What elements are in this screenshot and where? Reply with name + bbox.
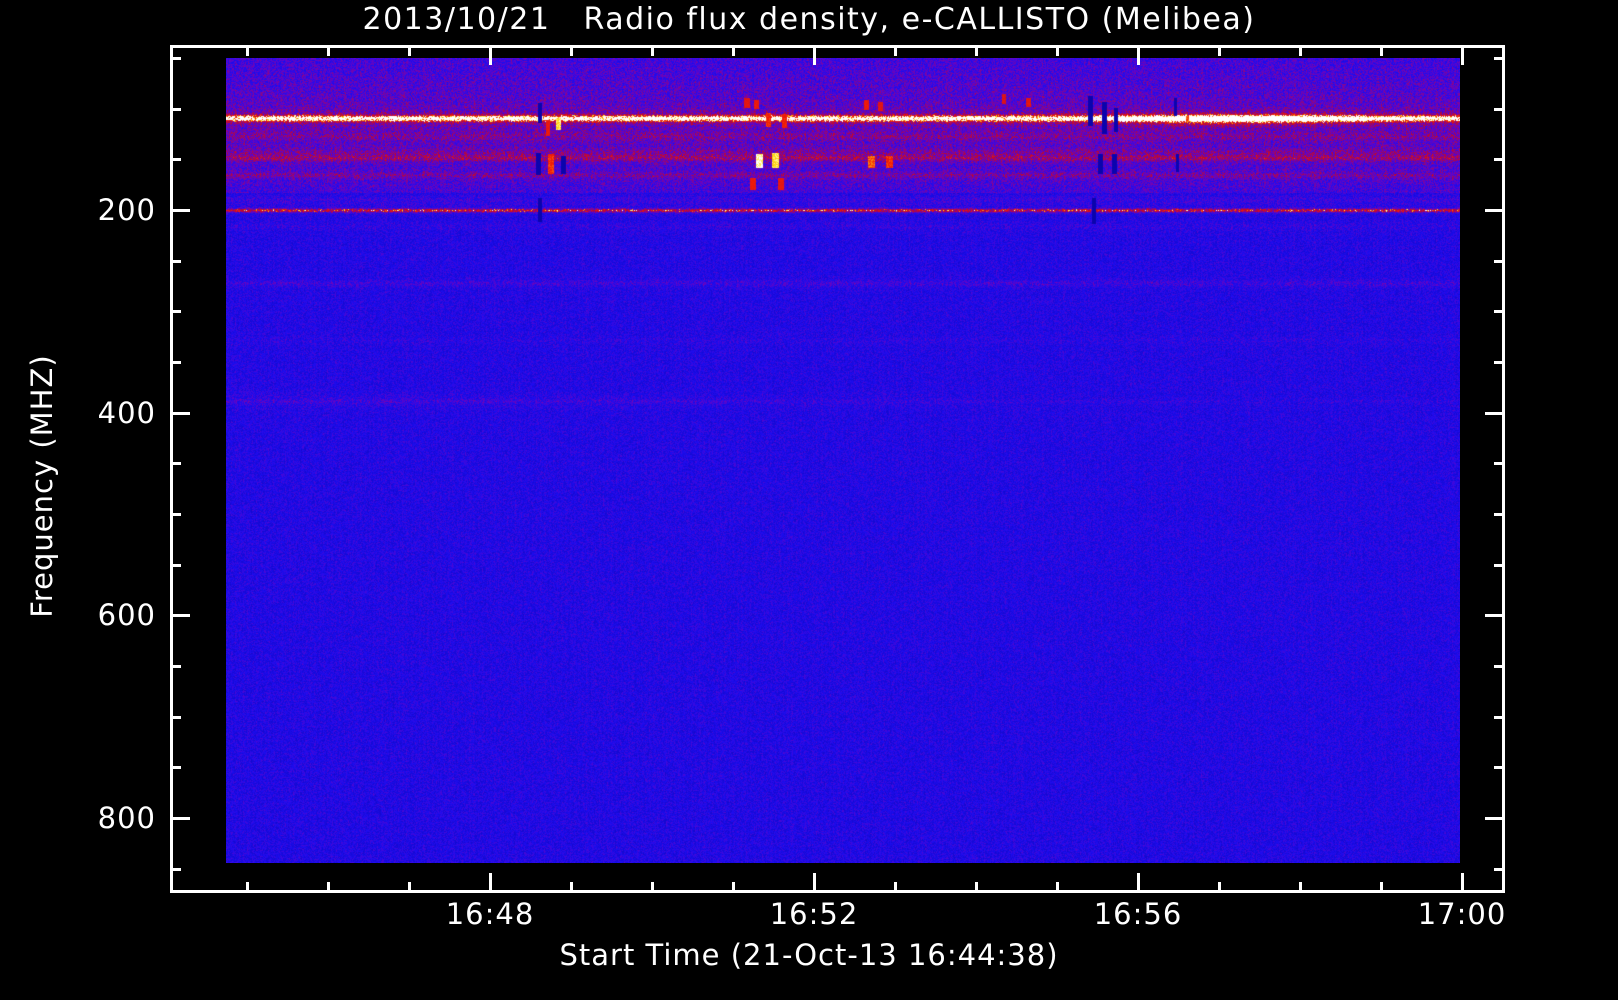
y-minor-tick-right-550 bbox=[1494, 564, 1505, 567]
y-major-tick-800 bbox=[170, 817, 190, 820]
x-major-tick-48 bbox=[489, 873, 492, 893]
x-minor-tick-59 bbox=[1380, 882, 1383, 893]
y-major-tick-right-800 bbox=[1485, 817, 1505, 820]
x-minor-tick-46 bbox=[327, 882, 330, 893]
x-minor-tick-top-59 bbox=[1380, 45, 1383, 56]
x-major-tick-60 bbox=[1461, 873, 1464, 893]
spectrogram-canvas bbox=[226, 58, 1460, 863]
y-major-tick-right-400 bbox=[1485, 412, 1505, 415]
y-axis-title: Frequency (MHZ) bbox=[25, 354, 59, 618]
x-minor-tick-top-49 bbox=[570, 45, 573, 56]
x-minor-tick-58 bbox=[1299, 882, 1302, 893]
y-major-tick-200 bbox=[170, 209, 190, 212]
axes-frame bbox=[170, 45, 1505, 893]
y-tick-label-800: 800 bbox=[97, 801, 156, 835]
y-minor-tick-150 bbox=[170, 158, 181, 161]
y-tick-label-400: 400 bbox=[97, 395, 156, 430]
x-minor-tick-51 bbox=[732, 882, 735, 893]
x-minor-tick-top-45 bbox=[246, 45, 249, 56]
y-minor-tick-50 bbox=[170, 57, 181, 60]
x-minor-tick-49 bbox=[570, 882, 573, 893]
y-tick-label-200: 200 bbox=[97, 193, 156, 227]
x-minor-tick-45 bbox=[246, 882, 249, 893]
x-tick-label-17-00: 17:00 bbox=[1417, 897, 1507, 931]
y-minor-tick-250 bbox=[170, 260, 181, 263]
y-major-tick-600 bbox=[170, 614, 190, 617]
y-minor-tick-450 bbox=[170, 462, 181, 465]
x-tick-label-16-56: 16:56 bbox=[1093, 897, 1183, 931]
y-minor-tick-100 bbox=[170, 108, 181, 111]
y-minor-tick-right-750 bbox=[1494, 766, 1505, 769]
y-minor-tick-300 bbox=[170, 310, 181, 313]
y-minor-tick-right-450 bbox=[1494, 462, 1505, 465]
x-minor-tick-top-47 bbox=[408, 45, 411, 56]
y-minor-tick-750 bbox=[170, 766, 181, 769]
y-minor-tick-right-650 bbox=[1494, 665, 1505, 668]
x-axis-title: Start Time (21-Oct-13 16:44:38) bbox=[559, 938, 1059, 972]
x-minor-tick-53 bbox=[894, 882, 897, 893]
x-major-tick-56 bbox=[1137, 873, 1140, 893]
y-minor-tick-right-500 bbox=[1494, 513, 1505, 516]
x-minor-tick-top-57 bbox=[1218, 45, 1221, 56]
y-minor-tick-right-50 bbox=[1494, 57, 1505, 60]
x-major-tick-top-60 bbox=[1461, 45, 1464, 65]
y-tick-label-600: 600 bbox=[97, 598, 156, 633]
y-minor-tick-right-850 bbox=[1494, 868, 1505, 871]
x-minor-tick-55 bbox=[1056, 882, 1059, 893]
y-major-tick-right-600 bbox=[1485, 614, 1505, 617]
x-minor-tick-top-55 bbox=[1056, 45, 1059, 56]
x-minor-tick-top-46 bbox=[327, 45, 330, 56]
page-title: 2013/10/21 Radio flux density, e-CALLIST… bbox=[362, 2, 1256, 37]
x-major-tick-top-52 bbox=[813, 45, 816, 65]
x-major-tick-52 bbox=[813, 873, 816, 893]
x-minor-tick-57 bbox=[1218, 882, 1221, 893]
y-minor-tick-350 bbox=[170, 361, 181, 364]
x-major-tick-top-56 bbox=[1137, 45, 1140, 65]
y-minor-tick-right-300 bbox=[1494, 310, 1505, 313]
y-minor-tick-right-150 bbox=[1494, 158, 1505, 161]
x-minor-tick-top-58 bbox=[1299, 45, 1302, 56]
y-minor-tick-850 bbox=[170, 868, 181, 871]
x-major-tick-top-48 bbox=[489, 45, 492, 65]
x-minor-tick-top-54 bbox=[975, 45, 978, 56]
y-major-tick-right-200 bbox=[1485, 209, 1505, 212]
x-tick-label-16-48: 16:48 bbox=[445, 897, 535, 931]
y-minor-tick-500 bbox=[170, 513, 181, 516]
y-minor-tick-right-100 bbox=[1494, 108, 1505, 111]
x-minor-tick-top-50 bbox=[651, 45, 654, 56]
y-minor-tick-550 bbox=[170, 564, 181, 567]
y-minor-tick-700 bbox=[170, 716, 181, 719]
y-minor-tick-650 bbox=[170, 665, 181, 668]
spectrogram-plot-area bbox=[226, 58, 1460, 863]
x-tick-label-16-52: 16:52 bbox=[769, 897, 859, 931]
x-minor-tick-top-53 bbox=[894, 45, 897, 56]
y-minor-tick-right-350 bbox=[1494, 361, 1505, 364]
y-major-tick-400 bbox=[170, 412, 190, 415]
y-minor-tick-right-700 bbox=[1494, 716, 1505, 719]
x-minor-tick-50 bbox=[651, 882, 654, 893]
y-minor-tick-right-250 bbox=[1494, 260, 1505, 263]
x-minor-tick-54 bbox=[975, 882, 978, 893]
x-minor-tick-47 bbox=[408, 882, 411, 893]
x-minor-tick-top-51 bbox=[732, 45, 735, 56]
